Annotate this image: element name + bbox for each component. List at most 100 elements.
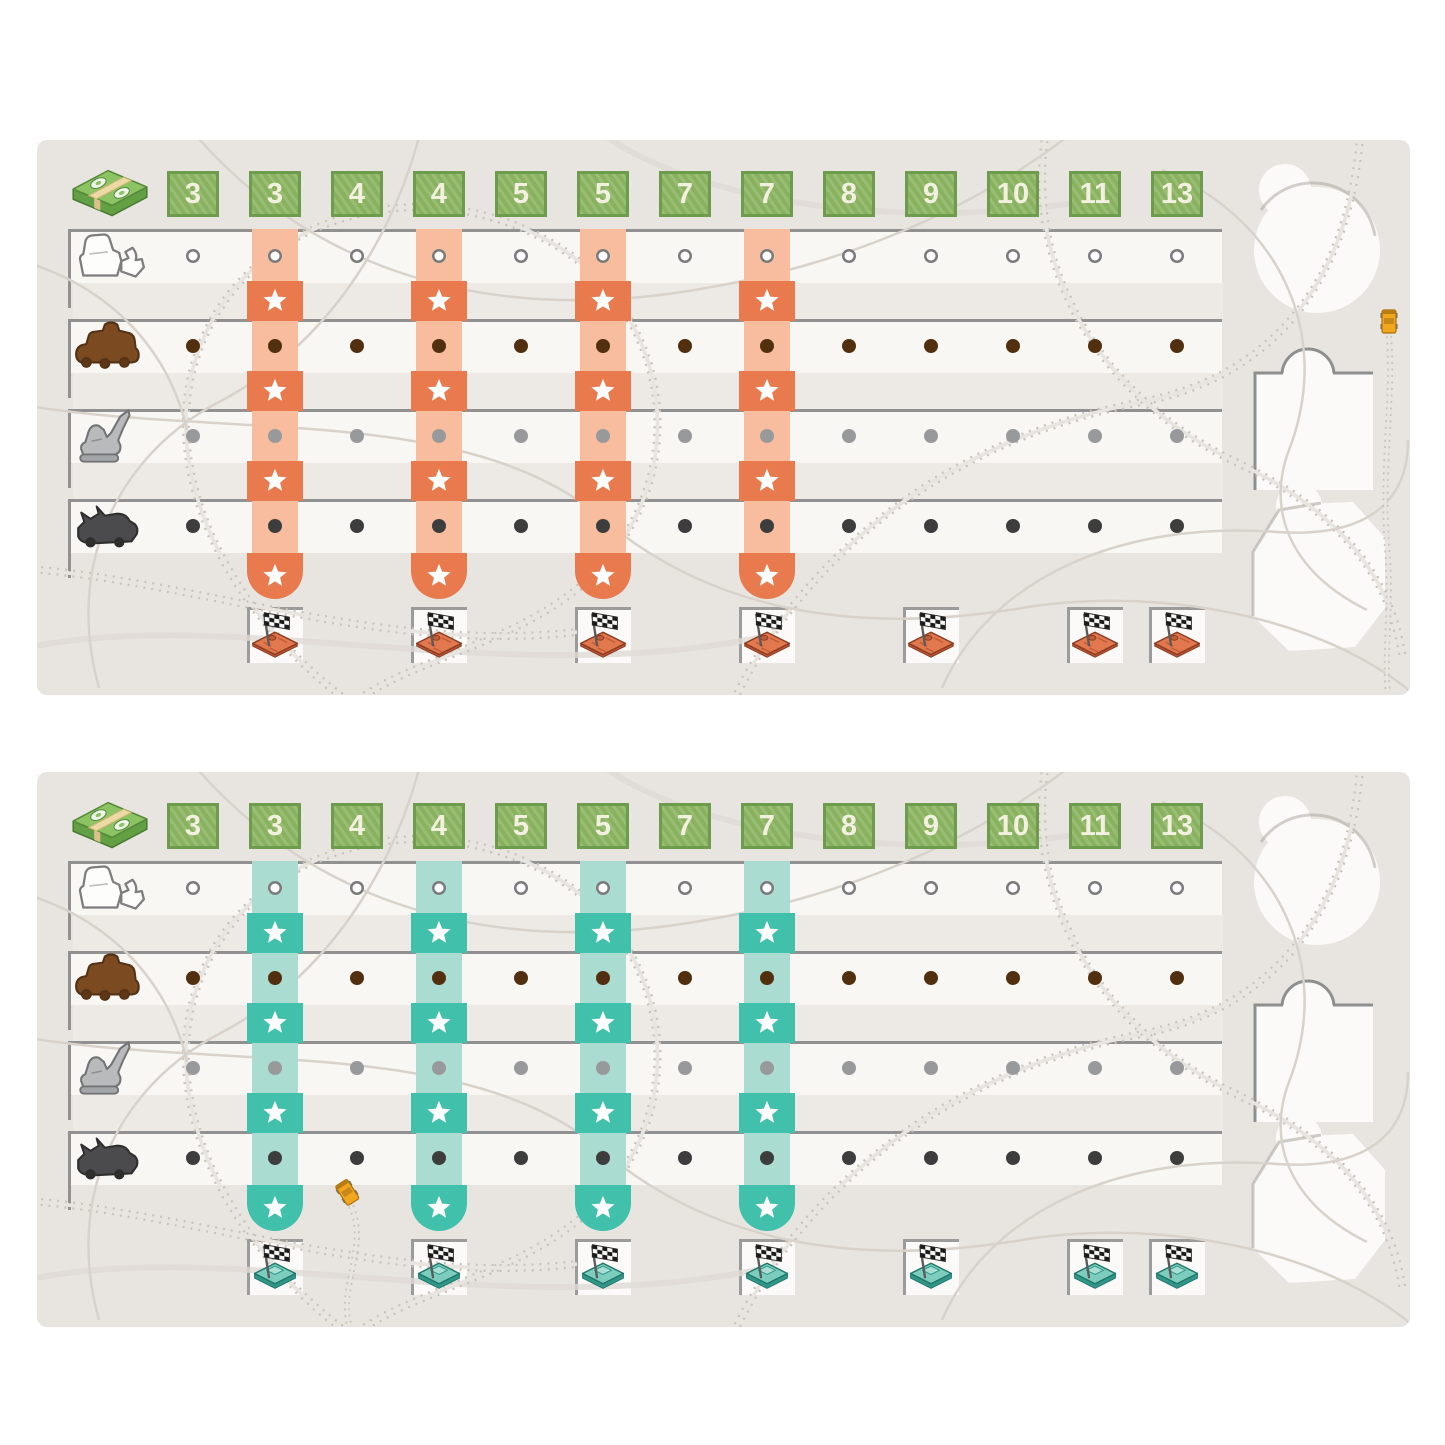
score-dot[interactable] — [1006, 971, 1020, 985]
score-dot[interactable] — [842, 1061, 856, 1075]
score-dot[interactable] — [596, 1061, 610, 1075]
score-dot[interactable] — [760, 249, 774, 263]
score-dot[interactable] — [268, 1061, 282, 1075]
score-dot[interactable] — [514, 1061, 528, 1075]
score-dot[interactable] — [268, 429, 282, 443]
score-dot[interactable] — [1170, 249, 1184, 263]
score-dot[interactable] — [1006, 1061, 1020, 1075]
score-dot[interactable] — [760, 519, 774, 533]
score-dot[interactable] — [186, 1061, 200, 1075]
score-dot[interactable] — [596, 1151, 610, 1165]
score-dot[interactable] — [432, 519, 446, 533]
score-dot[interactable] — [924, 1151, 938, 1165]
score-dot[interactable] — [596, 519, 610, 533]
score-dot[interactable] — [924, 249, 938, 263]
score-dot[interactable] — [1088, 429, 1102, 443]
score-dot[interactable] — [1170, 881, 1184, 895]
score-dot[interactable] — [268, 1151, 282, 1165]
score-dot[interactable] — [514, 1151, 528, 1165]
score-dot[interactable] — [1170, 339, 1184, 353]
score-dot[interactable] — [1088, 1061, 1102, 1075]
score-dot[interactable] — [432, 1061, 446, 1075]
score-dot[interactable] — [678, 339, 692, 353]
score-dot[interactable] — [1006, 429, 1020, 443]
score-dot[interactable] — [514, 249, 528, 263]
score-dot[interactable] — [350, 881, 364, 895]
score-dot[interactable] — [1006, 519, 1020, 533]
score-dot[interactable] — [1170, 1151, 1184, 1165]
score-dot[interactable] — [1088, 1151, 1102, 1165]
score-dot[interactable] — [596, 339, 610, 353]
score-dot[interactable] — [350, 339, 364, 353]
score-dot[interactable] — [350, 519, 364, 533]
score-dot[interactable] — [432, 971, 446, 985]
score-dot[interactable] — [842, 971, 856, 985]
score-dot[interactable] — [842, 249, 856, 263]
score-dot[interactable] — [842, 339, 856, 353]
score-dot[interactable] — [924, 971, 938, 985]
score-dot[interactable] — [186, 971, 200, 985]
score-dot[interactable] — [760, 429, 774, 443]
score-dot[interactable] — [268, 249, 282, 263]
score-dot[interactable] — [432, 429, 446, 443]
score-dot[interactable] — [678, 519, 692, 533]
score-dot[interactable] — [842, 1151, 856, 1165]
score-dot[interactable] — [596, 249, 610, 263]
score-dot[interactable] — [268, 971, 282, 985]
score-dot[interactable] — [350, 1151, 364, 1165]
score-dot[interactable] — [596, 971, 610, 985]
score-dot[interactable] — [268, 519, 282, 533]
score-dot[interactable] — [186, 429, 200, 443]
score-dot[interactable] — [760, 881, 774, 895]
score-dot[interactable] — [1088, 881, 1102, 895]
score-dot[interactable] — [186, 1151, 200, 1165]
score-dot[interactable] — [1088, 339, 1102, 353]
score-dot[interactable] — [760, 971, 774, 985]
score-dot[interactable] — [1006, 1151, 1020, 1165]
score-dot[interactable] — [432, 249, 446, 263]
score-dot[interactable] — [924, 1061, 938, 1075]
score-dot[interactable] — [842, 429, 856, 443]
score-dot[interactable] — [760, 339, 774, 353]
score-dot[interactable] — [842, 881, 856, 895]
score-dot[interactable] — [1170, 519, 1184, 533]
score-dot[interactable] — [678, 1151, 692, 1165]
score-dot[interactable] — [514, 971, 528, 985]
score-dot[interactable] — [924, 519, 938, 533]
score-dot[interactable] — [760, 1061, 774, 1075]
score-dot[interactable] — [432, 881, 446, 895]
score-dot[interactable] — [1170, 971, 1184, 985]
score-dot[interactable] — [1088, 249, 1102, 263]
score-dot[interactable] — [760, 1151, 774, 1165]
score-dot[interactable] — [514, 429, 528, 443]
score-dot[interactable] — [1170, 429, 1184, 443]
score-dot[interactable] — [678, 881, 692, 895]
score-dot[interactable] — [924, 339, 938, 353]
score-dot[interactable] — [678, 1061, 692, 1075]
score-dot[interactable] — [842, 519, 856, 533]
score-dot[interactable] — [1006, 339, 1020, 353]
score-dot[interactable] — [1088, 519, 1102, 533]
score-dot[interactable] — [186, 249, 200, 263]
score-dot[interactable] — [350, 249, 364, 263]
score-dot[interactable] — [350, 429, 364, 443]
score-dot[interactable] — [268, 339, 282, 353]
score-dot[interactable] — [432, 1151, 446, 1165]
score-dot[interactable] — [186, 519, 200, 533]
score-dot[interactable] — [596, 881, 610, 895]
score-dot[interactable] — [432, 339, 446, 353]
score-dot[interactable] — [1088, 971, 1102, 985]
score-dot[interactable] — [924, 881, 938, 895]
score-dot[interactable] — [924, 429, 938, 443]
score-dot[interactable] — [596, 429, 610, 443]
score-dot[interactable] — [678, 429, 692, 443]
score-dot[interactable] — [350, 971, 364, 985]
score-dot[interactable] — [678, 249, 692, 263]
score-dot[interactable] — [1006, 881, 1020, 895]
score-dot[interactable] — [514, 339, 528, 353]
score-dot[interactable] — [678, 971, 692, 985]
score-dot[interactable] — [514, 881, 528, 895]
score-dot[interactable] — [268, 881, 282, 895]
score-dot[interactable] — [186, 881, 200, 895]
score-dot[interactable] — [186, 339, 200, 353]
